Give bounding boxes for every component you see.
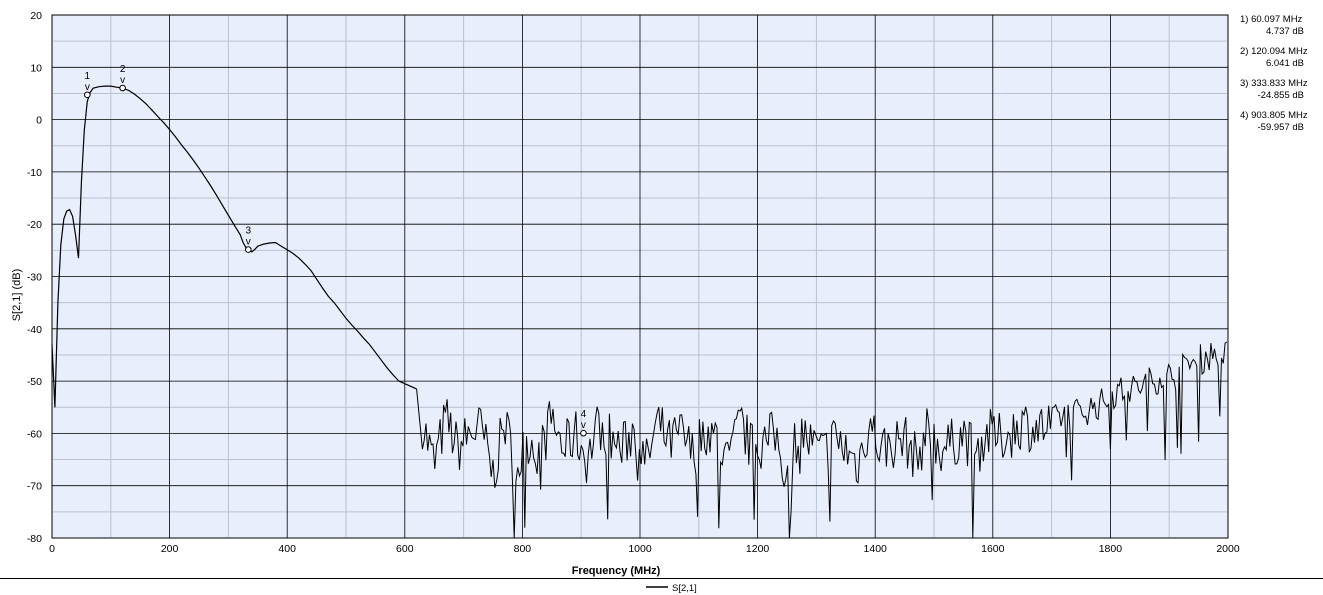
y-tick-label: -10 xyxy=(27,167,42,179)
marker-1-point xyxy=(84,91,91,99)
marker-2-arrow: v xyxy=(120,75,125,86)
y-tick-label: -40 xyxy=(27,324,42,336)
y-axis-title: S[2,1] (dB) xyxy=(11,269,23,322)
y-tick-label: -60 xyxy=(27,428,42,440)
x-axis-title: Frequency (MHz) xyxy=(572,565,661,577)
y-tick-label: -50 xyxy=(27,376,42,388)
x-tick-labels: 0 200 400 600 800 1000 1200 1400 1600 1800 2000 xyxy=(49,543,1240,555)
marker-4-label: 4 xyxy=(581,409,587,420)
marker-4-point xyxy=(580,429,587,437)
x-tick-label: 1800 xyxy=(1099,543,1123,555)
legend-label: S[2,1] xyxy=(672,583,697,594)
marker-4-readout-freq: 4) 903.805 MHz xyxy=(1240,110,1308,121)
marker-1-readout-value: 4.737 dB xyxy=(1266,26,1304,37)
legend: S[2,1] xyxy=(646,583,697,594)
marker-2-point xyxy=(119,84,126,92)
y-tick-label: 20 xyxy=(30,10,42,22)
y-tick-label: -80 xyxy=(27,533,42,545)
x-tick-label: 800 xyxy=(514,543,532,555)
x-tick-label: 400 xyxy=(278,543,296,555)
y-tick-label: -70 xyxy=(27,481,42,493)
marker-1-readout-freq: 1) 60.097 MHz xyxy=(1240,14,1303,25)
marker-3-point xyxy=(244,246,252,253)
marker-4-arrow: v xyxy=(581,420,586,431)
x-tick-label: 1200 xyxy=(746,543,770,555)
y-tick-label: 0 xyxy=(36,115,42,127)
x-tick-label: 600 xyxy=(396,543,414,555)
marker-1-arrow: v xyxy=(85,82,90,93)
x-tick-label: 2000 xyxy=(1216,543,1240,555)
y-tick-labels: 20 10 0 -10 -20 -30 -40 -50 -60 -70 -80 xyxy=(27,10,42,545)
marker-3-readout-value: -24.855 dB xyxy=(1258,90,1304,101)
x-tick-label: 1000 xyxy=(628,543,652,555)
marker-2-readout-value: 6.041 dB xyxy=(1266,58,1304,69)
y-tick-label: 10 xyxy=(30,62,42,74)
x-tick-label: 1400 xyxy=(864,543,888,555)
s21-trace-noise xyxy=(416,341,1228,539)
marker-3-readout-freq: 3) 333.833 MHz xyxy=(1240,78,1308,89)
y-tick-label: -20 xyxy=(27,219,42,231)
marker-2-label: 2 xyxy=(120,64,126,75)
marker-4-readout-value: -59.957 dB xyxy=(1258,122,1304,133)
marker-1-label: 1 xyxy=(85,71,91,82)
s21-trace xyxy=(51,85,417,408)
y-tick-label: -30 xyxy=(27,272,42,284)
x-tick-label: 200 xyxy=(161,543,179,555)
x-tick-label: 0 xyxy=(49,543,55,555)
marker-3-label: 3 xyxy=(246,226,252,237)
x-tick-label: 1600 xyxy=(981,543,1005,555)
marker-3-arrow: v xyxy=(246,237,251,248)
marker-2-readout-freq: 2) 120.094 MHz xyxy=(1240,46,1308,57)
